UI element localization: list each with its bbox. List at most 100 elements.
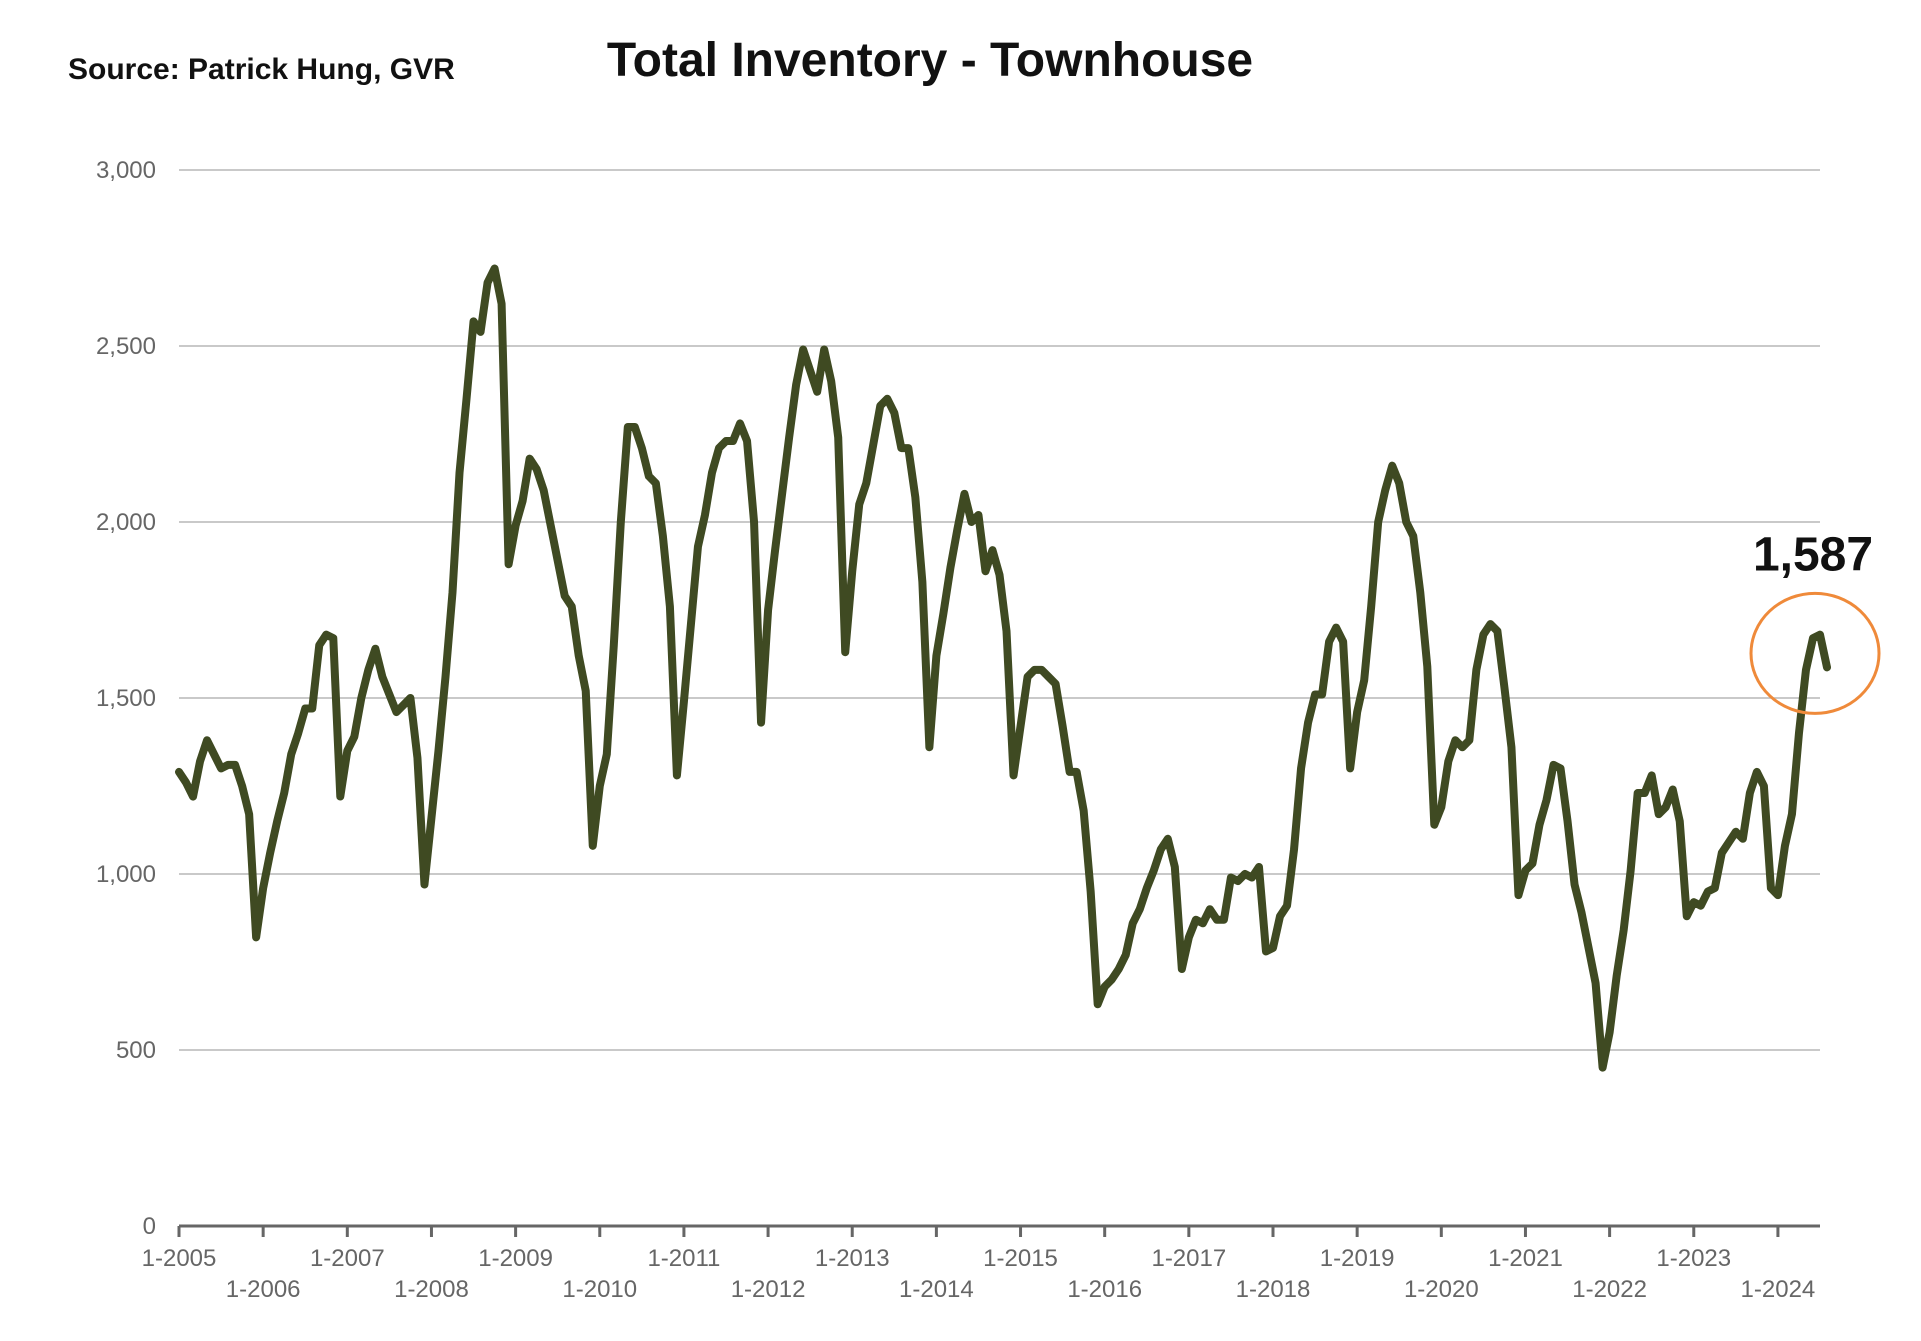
data-point [1339,638,1347,646]
data-point [813,388,821,396]
data-point [1795,729,1803,737]
data-point [491,265,499,273]
data-point [1493,627,1501,635]
data-point [932,652,940,660]
data-point [315,641,323,649]
y-tick-label: 500 [116,1037,156,1064]
data-point [771,546,779,554]
data-point [806,367,814,375]
data-point [1108,976,1116,984]
data-point [1634,789,1642,797]
data-point [1416,588,1424,596]
data-point [1101,983,1109,991]
data-point [1725,838,1733,846]
data-point [175,768,183,776]
data-point [1669,786,1677,794]
data-point [1592,979,1600,987]
data-point [1718,849,1726,857]
data-point [596,782,604,790]
data-point [996,571,1003,579]
data-point [1297,764,1305,772]
series-layer [175,264,1832,1072]
data-point [701,511,709,519]
data-point [981,567,989,575]
x-tick-label: 1-2008 [394,1276,469,1303]
x-tick-label: 1-2016 [1067,1276,1142,1303]
data-point [357,694,365,702]
data-point [883,395,891,403]
data-point [456,469,464,477]
data-point [1746,789,1754,797]
data-point [1045,673,1053,681]
data-point [329,634,337,642]
data-point [1423,662,1431,670]
data-point [203,736,211,744]
data-point [1073,768,1081,776]
data-point [1451,736,1459,744]
data-point [827,377,835,385]
data-point [1767,884,1775,892]
data-point [848,567,856,575]
data-point [1220,916,1228,924]
data-point [890,409,898,417]
data-point [1571,881,1579,889]
data-point [434,747,442,755]
y-tick-label: 0 [143,1213,156,1240]
data-point [1711,884,1719,892]
data-point [1564,817,1572,825]
data-point [960,490,968,498]
data-point [1290,845,1298,853]
data-point [610,641,618,649]
data-point [736,419,744,427]
data-point [1143,884,1151,892]
data-point [399,701,407,709]
data-point [1528,859,1536,867]
data-point [820,346,828,354]
data-point [1683,912,1691,920]
data-point [498,300,506,308]
data-point [1535,821,1543,829]
data-point [1059,722,1067,730]
data-point [841,648,849,656]
data-point [1206,905,1214,913]
data-point [785,434,793,442]
data-point [603,750,611,758]
data-point [505,560,513,568]
data-point [280,789,288,797]
x-tick-label: 1-2009 [478,1245,553,1272]
data-point [1816,631,1824,639]
data-point [449,588,456,596]
data-point [589,842,597,850]
data-point [1192,916,1200,924]
data-point [245,810,253,818]
data-point [1080,807,1088,815]
data-point [1802,666,1810,674]
data-point [1753,768,1761,776]
y-tick-label: 1,000 [96,861,156,888]
data-point [1066,768,1074,776]
data-point [1409,532,1417,540]
x-tick-label: 1-2013 [815,1245,890,1272]
data-point [988,546,996,554]
x-tick-label: 1-2019 [1320,1245,1395,1272]
data-point [1739,835,1747,843]
x-axis: 1-2005 1-2006 1-2007 1-2008 1-2009 1-2010 1-20… [142,1224,1820,1303]
data-point [1248,874,1256,882]
data-point [1690,898,1698,906]
y-tick-label: 3,000 [96,157,156,184]
series-line [175,264,1832,1072]
data-point [1199,919,1207,927]
data-point [897,444,905,452]
data-point [1507,743,1515,751]
gridlines [179,169,1820,1051]
data-point [1781,842,1789,850]
x-tick-label: 1-2023 [1656,1245,1731,1272]
data-point [252,933,260,941]
data-point [1655,810,1663,818]
data-point [1514,891,1522,899]
data-point [1171,863,1179,871]
data-point [652,479,660,487]
data-point [967,518,975,526]
callout: 1,587 [1749,528,1881,715]
x-tick-label: 1-2017 [1151,1245,1226,1272]
